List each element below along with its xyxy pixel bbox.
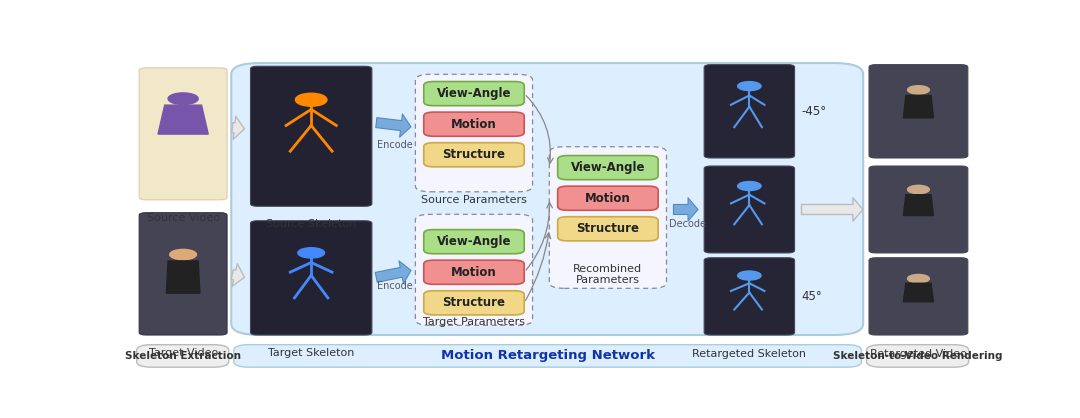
Circle shape [907, 275, 929, 283]
Polygon shape [166, 261, 200, 293]
FancyBboxPatch shape [557, 155, 658, 180]
Text: Encode: Encode [377, 140, 413, 150]
Text: View-Angle: View-Angle [436, 87, 511, 100]
Polygon shape [903, 95, 933, 118]
FancyBboxPatch shape [423, 112, 524, 136]
Text: View-Angle: View-Angle [436, 235, 511, 248]
Text: Structure: Structure [577, 222, 639, 235]
FancyBboxPatch shape [866, 345, 969, 367]
Text: Encode: Encode [377, 281, 413, 291]
FancyBboxPatch shape [557, 217, 658, 241]
FancyBboxPatch shape [869, 65, 968, 158]
FancyBboxPatch shape [557, 186, 658, 210]
FancyBboxPatch shape [423, 291, 524, 315]
Text: Motion Retargeting Network: Motion Retargeting Network [441, 349, 654, 362]
Text: 0°: 0° [801, 203, 814, 216]
Text: Retargeted Skeleton: Retargeted Skeleton [692, 349, 807, 359]
Circle shape [738, 271, 761, 280]
Text: 45°: 45° [801, 290, 822, 303]
Text: Target Skeleton: Target Skeleton [268, 348, 354, 358]
Text: -45°: -45° [801, 105, 826, 118]
FancyBboxPatch shape [251, 221, 372, 335]
FancyBboxPatch shape [139, 213, 227, 335]
FancyBboxPatch shape [704, 166, 795, 253]
Circle shape [738, 82, 761, 91]
Text: Source Skeleton: Source Skeleton [266, 219, 356, 229]
Text: Recombined: Recombined [573, 264, 643, 274]
FancyBboxPatch shape [416, 214, 532, 325]
Text: Motion: Motion [451, 118, 497, 131]
Circle shape [907, 86, 929, 94]
FancyBboxPatch shape [423, 260, 524, 284]
Polygon shape [903, 283, 933, 302]
Text: Target Parameters: Target Parameters [423, 317, 525, 327]
Text: Motion: Motion [585, 192, 631, 205]
FancyBboxPatch shape [137, 345, 229, 367]
Text: Structure: Structure [443, 148, 505, 161]
FancyBboxPatch shape [869, 166, 968, 253]
Polygon shape [903, 195, 933, 216]
Text: Skeleton Extraction: Skeleton Extraction [124, 351, 241, 361]
Circle shape [738, 181, 761, 191]
Text: Parameters: Parameters [576, 275, 640, 285]
FancyBboxPatch shape [231, 63, 863, 335]
Text: Motion: Motion [451, 266, 497, 279]
FancyBboxPatch shape [233, 345, 862, 367]
Text: Structure: Structure [443, 296, 505, 309]
Text: Skeleton-to-Video Rendering: Skeleton-to-Video Rendering [833, 351, 1002, 361]
FancyBboxPatch shape [423, 229, 524, 254]
FancyBboxPatch shape [139, 68, 227, 200]
Circle shape [907, 185, 929, 194]
FancyBboxPatch shape [869, 258, 968, 335]
FancyBboxPatch shape [251, 66, 372, 206]
Text: Target Video: Target Video [149, 348, 218, 358]
Circle shape [296, 94, 326, 105]
Polygon shape [158, 105, 208, 134]
Text: Retargeted Video: Retargeted Video [870, 349, 967, 359]
Circle shape [168, 93, 199, 104]
FancyBboxPatch shape [423, 82, 524, 106]
FancyBboxPatch shape [423, 143, 524, 167]
Circle shape [170, 250, 197, 260]
Text: Source Parameters: Source Parameters [421, 195, 527, 205]
FancyBboxPatch shape [416, 74, 532, 192]
FancyBboxPatch shape [704, 65, 795, 158]
FancyBboxPatch shape [704, 258, 795, 335]
FancyBboxPatch shape [550, 147, 666, 288]
Text: View-Angle: View-Angle [570, 161, 645, 174]
Circle shape [298, 248, 325, 258]
Text: Source Video: Source Video [147, 212, 219, 222]
Text: Decode: Decode [669, 219, 706, 229]
